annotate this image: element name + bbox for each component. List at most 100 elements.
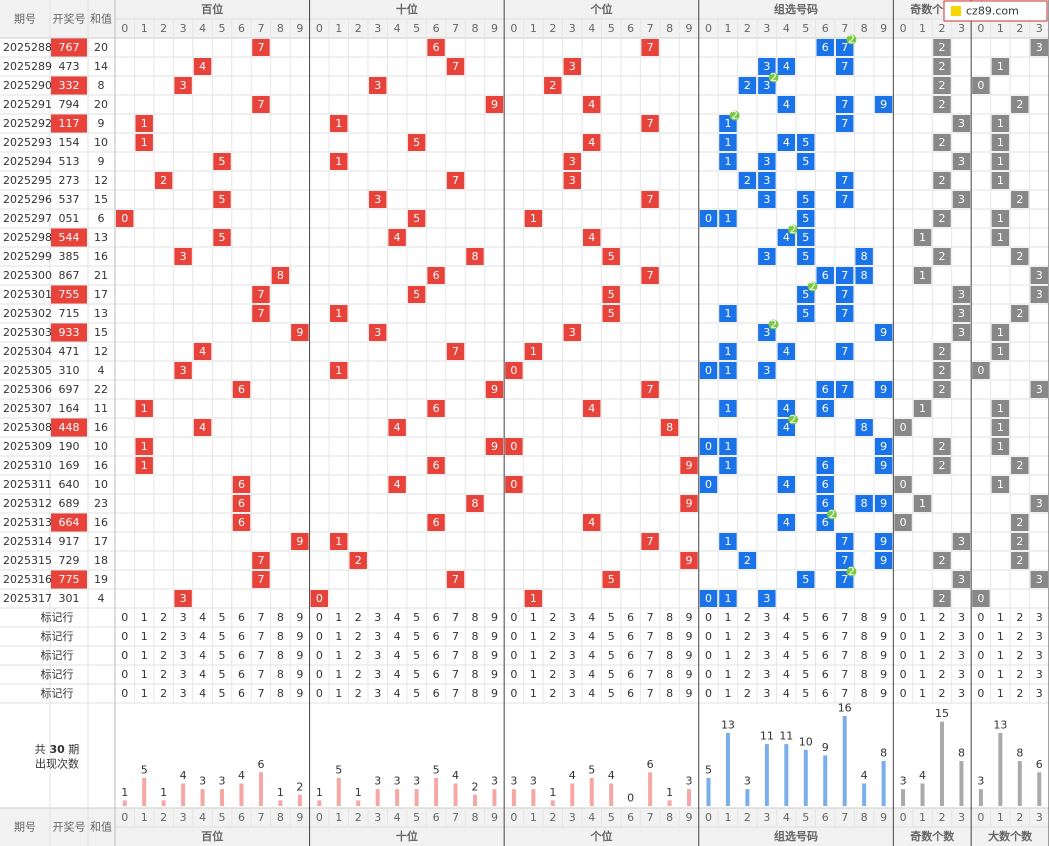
position-digit: 4 [394,231,401,244]
repeat-badge [846,566,857,577]
position-digit-box [524,343,543,360]
big-count: 2 [1016,193,1023,206]
marker-digit: 2 [938,687,945,700]
marker-digit: 8 [471,611,478,624]
sum: 15 [94,193,108,206]
position-digit-box [563,153,581,170]
group-digit: 1 [724,117,731,130]
position-digit-box [602,286,620,303]
odd-count: 2 [938,459,945,472]
position-digit-box [583,96,601,113]
odd-count: 2 [938,41,945,54]
column-label: 9 [491,22,498,35]
repeat-count: 2 [828,508,835,521]
group-digit-box [699,590,718,607]
marker-digit: 4 [783,611,790,624]
sum: 18 [94,554,108,567]
position-digit: 9 [491,98,498,111]
column-label: 1 [530,811,537,824]
count-bar [589,777,594,806]
group-digit: 4 [783,231,790,244]
draw-number: 471 [59,345,80,358]
column-label: 0 [316,811,323,824]
odd-count-box [952,286,971,303]
big-count-box [1030,286,1048,303]
position-digit-box [349,552,367,569]
count-label: 3 [413,775,420,788]
count-bar [920,783,925,806]
marker-digit: 7 [452,611,459,624]
position-digit: 7 [452,573,459,586]
big-count-box [1030,267,1048,284]
column-label: 1 [530,22,537,35]
repeat-badge [768,72,779,83]
group-digit: 7 [841,98,848,111]
marker-digit: 3 [569,649,576,662]
count-label: 1 [160,786,167,799]
count-bar [764,744,769,806]
position-digit-box [174,590,192,607]
column-label: 0 [705,811,712,824]
marker-digit: 7 [647,668,654,681]
group-digit-box [719,210,737,227]
group-digit: 3 [763,155,770,168]
marker-label: 标记行 [41,667,74,681]
marker-digit: 6 [627,668,634,681]
count-label: 10 [799,735,813,748]
group-digit: 7 [841,345,848,358]
count-label: 4 [569,769,576,782]
marker-digit: 0 [705,630,712,643]
group-digit: 2 [744,79,751,92]
column-header: 开奖号 [53,820,86,834]
count-label: 13 [721,718,735,731]
group-digit-box [777,343,796,360]
marker-digit: 3 [1036,687,1043,700]
sum: 17 [94,535,108,548]
big-count-box [991,438,1010,455]
big-count: 3 [1036,573,1043,586]
group-digit: 6 [822,497,829,510]
group-digit-box [777,96,796,113]
marker-digit: 9 [880,630,887,643]
marker-digit: 4 [783,668,790,681]
marker-digit: 7 [841,668,848,681]
column-label: 0 [900,811,907,824]
group-digit: 3 [763,592,770,605]
marker-digit: 4 [394,687,401,700]
count-bar [453,783,458,806]
big-count-box [991,343,1010,360]
position-digit-box [213,229,231,246]
sum: 4 [98,592,105,605]
position-digit-box [602,571,620,588]
position-digit: 4 [588,231,595,244]
group-digit: 2 [744,174,751,187]
marker-digit: 3 [958,649,965,662]
column-label: 5 [608,811,615,824]
marker-digit: 4 [588,687,595,700]
big-count-box [991,400,1010,417]
count-label: 6 [1036,758,1043,771]
big-count: 1 [997,231,1004,244]
odd-count-box [933,134,951,151]
big-count-box [1030,495,1048,512]
issue: 2025311 [3,478,52,491]
issue: 2025313 [3,516,52,529]
marker-digit: 0 [121,630,128,643]
group-digit-box [758,191,776,208]
marker-digit: 3 [763,687,770,700]
marker-digit: 1 [724,668,731,681]
count-bar [200,789,205,806]
column-label: 5 [413,22,420,35]
repeat-count: 2 [848,33,855,46]
sum: 16 [94,516,108,529]
position-digit: 1 [335,364,342,377]
issue: 2025300 [3,269,52,282]
position-digit-box [485,381,504,398]
position-digit: 7 [452,60,459,73]
odd-count: 2 [938,554,945,567]
draw-number: 513 [59,155,80,168]
marker-digit: 8 [861,668,868,681]
position-digit-box [291,533,309,550]
group-digit-box [738,172,757,189]
group-digit-box [777,514,796,531]
